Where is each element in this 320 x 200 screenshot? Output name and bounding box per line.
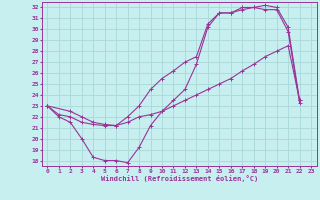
X-axis label: Windchill (Refroidissement éolien,°C): Windchill (Refroidissement éolien,°C) — [100, 175, 258, 182]
